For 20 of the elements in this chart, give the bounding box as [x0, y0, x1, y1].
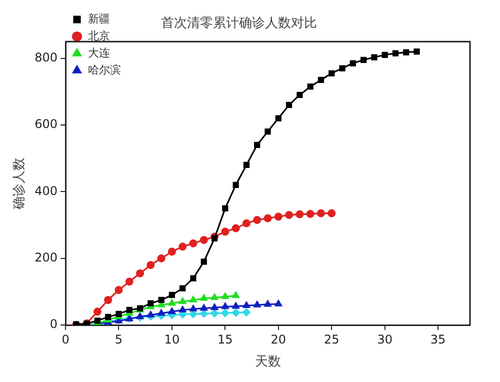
- x-tick-label: 25: [324, 332, 340, 346]
- y-tick-label: 800: [34, 50, 58, 64]
- x-tick-label: 0: [62, 332, 70, 346]
- x-tick-label: 5: [114, 332, 123, 346]
- x-tick-label: 15: [218, 332, 233, 346]
- legend-label: 大连: [88, 46, 110, 60]
- x-axis-title: 天数: [254, 354, 281, 370]
- x-tick-label: 20: [270, 332, 286, 346]
- chart-title: 首次清零累计确诊人数对比: [161, 16, 317, 32]
- y-tick-label: 0: [50, 317, 58, 332]
- y-tick-label: 200: [34, 250, 58, 264]
- legend-label: 哈尔滨: [88, 63, 122, 76]
- legend-label: 北京: [88, 29, 110, 42]
- x-tick-label: 30: [377, 332, 392, 346]
- y-tick-label: 600: [34, 117, 58, 132]
- legend-label: 新疆: [88, 12, 110, 26]
- x-tick-label: 10: [164, 332, 180, 346]
- x-tick-label: 35: [430, 332, 446, 346]
- y-axis-title: 确诊人数: [12, 157, 28, 210]
- y-tick-label: 400: [34, 184, 58, 198]
